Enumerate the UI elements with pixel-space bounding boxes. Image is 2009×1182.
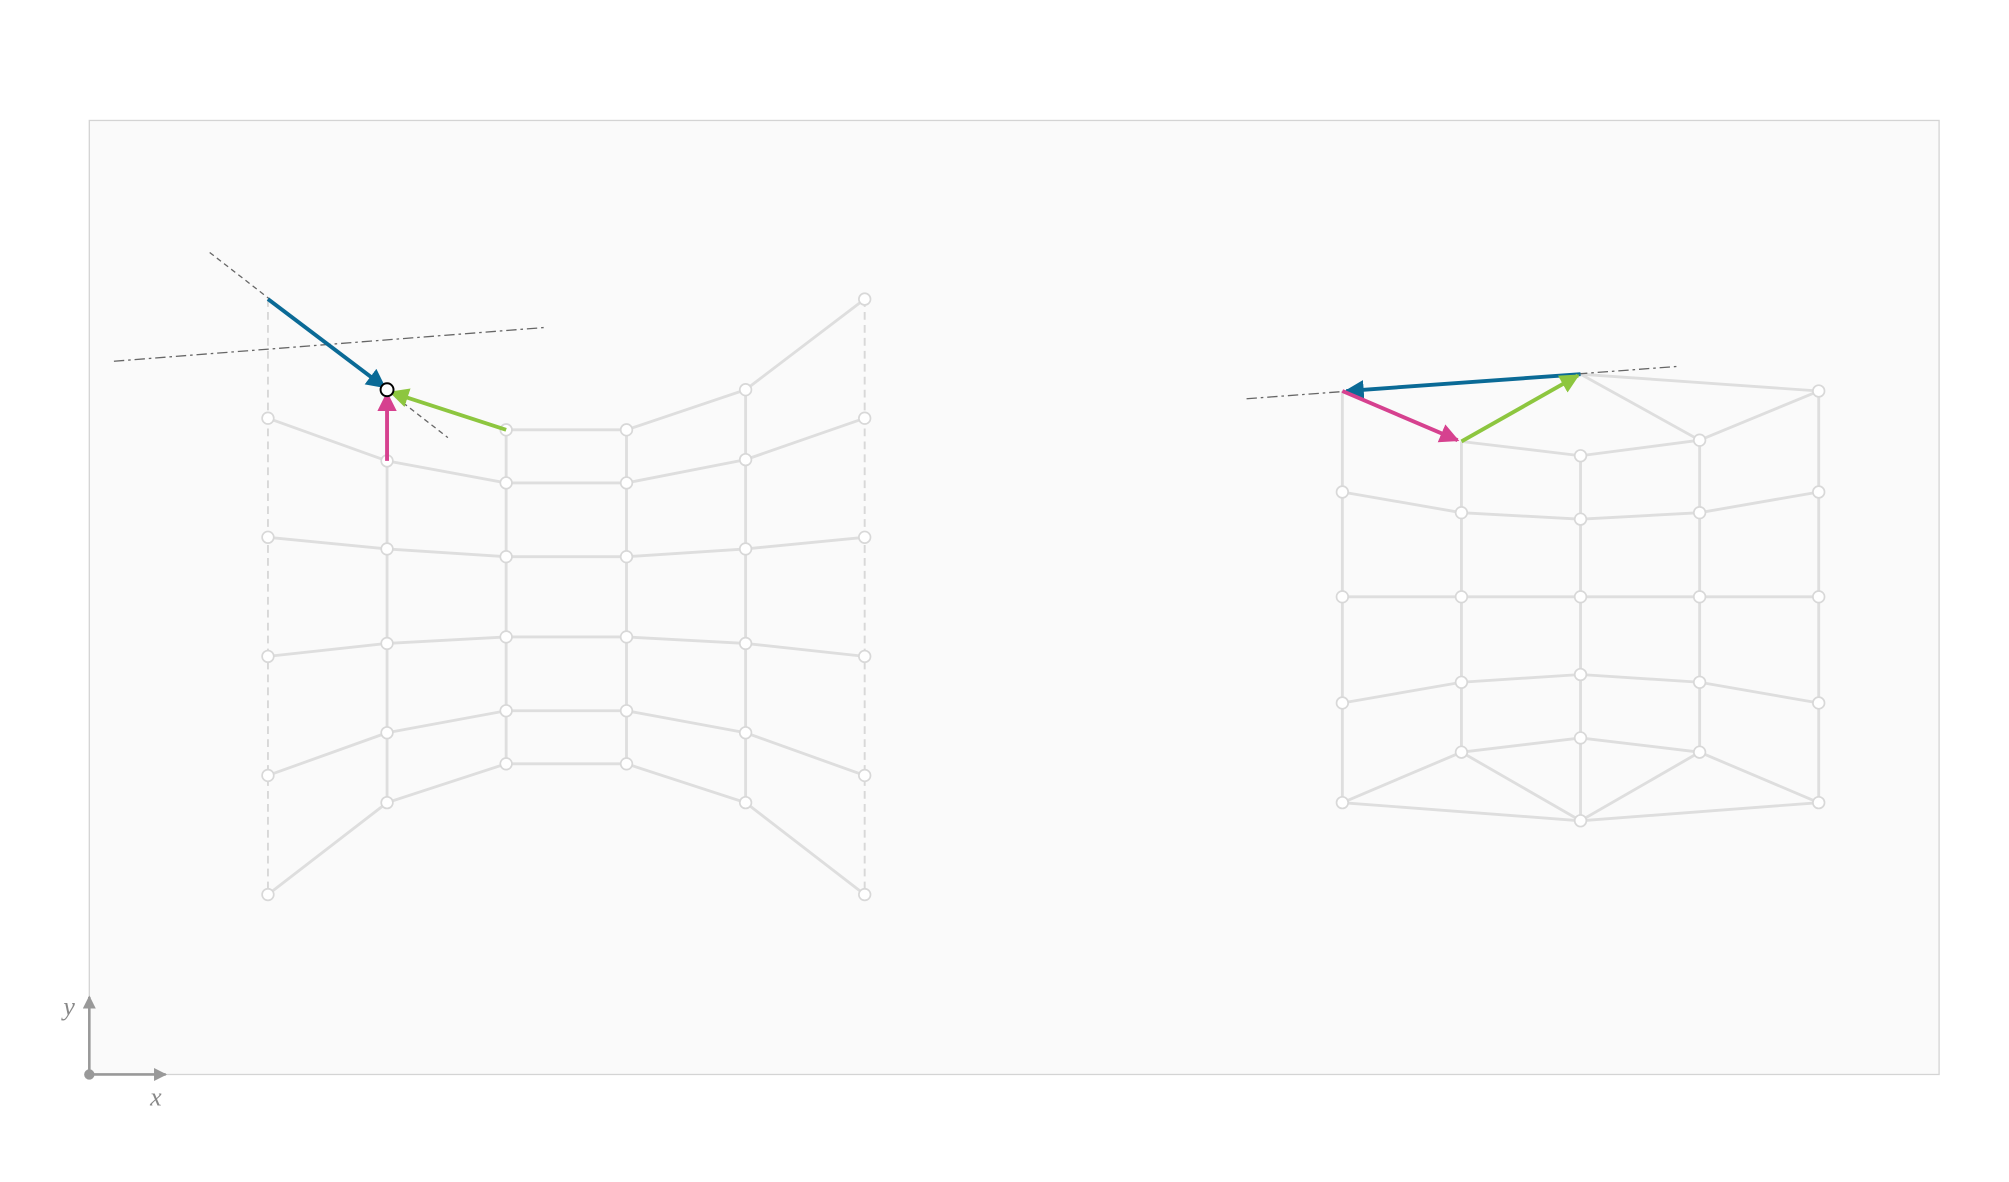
mesh-node: [499, 630, 513, 644]
mesh-node: [1692, 506, 1707, 520]
mesh-node: [1335, 590, 1350, 604]
mesh-node: [261, 530, 275, 544]
mesh-node: [619, 423, 634, 437]
mesh-node: [1573, 814, 1588, 828]
mesh-node: [858, 649, 872, 664]
guide-line: [209, 251, 449, 439]
mesh-node: [858, 411, 872, 425]
mesh-edge: [267, 762, 866, 896]
mesh-node: [1812, 485, 1826, 499]
mesh-node: [738, 795, 753, 810]
mesh-node: [499, 757, 513, 771]
mesh-node: [1573, 449, 1588, 463]
mesh-node: [380, 795, 394, 810]
mesh-node: [1692, 433, 1707, 447]
mesh-edge: [267, 635, 865, 658]
arrow: [266, 297, 387, 389]
mesh-node: [619, 476, 634, 490]
mesh-node: [619, 704, 634, 718]
y-label: y: [60, 992, 75, 1021]
mesh: [261, 292, 1826, 902]
arrow: [1344, 372, 1581, 400]
mesh-node: [738, 542, 753, 556]
mesh-node: [1454, 745, 1469, 759]
mesh-node: [1335, 485, 1350, 499]
mesh-node: [499, 476, 513, 490]
mesh-node: [619, 630, 634, 644]
x-label: x: [149, 1083, 162, 1112]
mesh-node: [738, 726, 753, 740]
mesh-node: [858, 292, 872, 306]
mesh-edge: [1580, 372, 1819, 393]
arrow: [1460, 373, 1580, 444]
mesh-node: [261, 887, 275, 902]
mesh-node: [1573, 667, 1588, 682]
mesh-node: [380, 636, 394, 651]
mesh-node: [261, 649, 275, 664]
mesh-edge: [267, 709, 866, 777]
mesh-node: [858, 530, 872, 544]
mesh-node: [1812, 590, 1826, 604]
mesh-node: [619, 550, 634, 564]
mesh-node: [858, 887, 872, 902]
mesh-node: [619, 757, 634, 771]
mesh-node: [858, 768, 872, 783]
mesh-node: [1573, 512, 1588, 526]
mesh-node: [1454, 590, 1469, 604]
mesh-node: [738, 383, 753, 397]
mesh-node: [499, 550, 513, 564]
mesh-node: [380, 726, 394, 740]
mesh-node: [261, 411, 275, 425]
mesh-edge: [267, 535, 865, 559]
mesh-node: [499, 704, 513, 718]
mesh-node: [1573, 590, 1588, 604]
origin: [84, 1069, 95, 1080]
mesh-edge: [267, 416, 866, 485]
mesh-node: [380, 542, 394, 556]
mesh-node: [738, 452, 753, 467]
mesh-node: [1335, 696, 1350, 710]
arrow: [1341, 389, 1460, 443]
active-node: [379, 382, 395, 398]
mesh-node: [1454, 506, 1469, 520]
mesh-node: [1692, 745, 1707, 759]
arrow: [389, 388, 507, 432]
mesh-edge: [506, 297, 866, 432]
mesh-node: [1335, 795, 1350, 810]
mesh-node: [1454, 675, 1469, 689]
mesh-node: [1692, 675, 1707, 689]
mesh-node: [1812, 384, 1826, 398]
mesh-node: [1812, 696, 1826, 710]
mesh-node: [1573, 731, 1588, 745]
mesh-node: [1692, 590, 1707, 604]
mesh-node: [738, 636, 753, 651]
mesh-node: [1812, 795, 1826, 810]
mesh-node: [261, 768, 275, 783]
